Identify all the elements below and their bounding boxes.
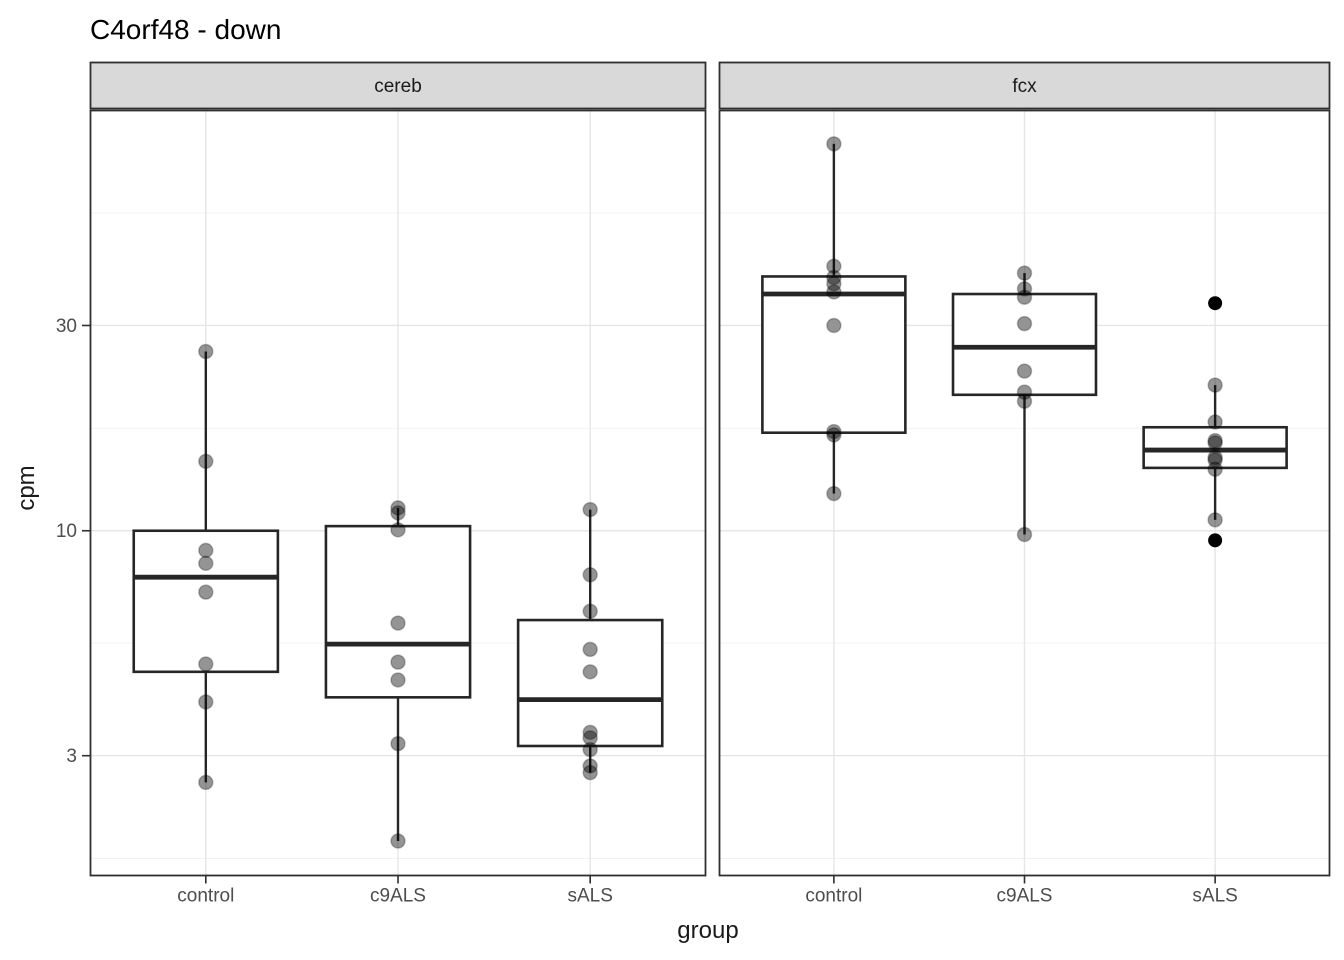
plot-title: C4orf48 - down	[90, 14, 281, 45]
jitter-point	[582, 741, 598, 758]
y-tick-label: 30	[56, 316, 77, 337]
box	[1142, 425, 1288, 470]
jitter-point	[826, 136, 842, 152]
jitter-point	[826, 276, 842, 292]
jitter-point	[1016, 526, 1033, 543]
jitter-point	[582, 730, 598, 746]
x-tick-label: control	[805, 886, 862, 907]
box	[951, 292, 1098, 397]
jitter-point	[390, 500, 406, 516]
box	[132, 529, 280, 674]
facet-panel: fcx control c9ALS sALS	[718, 61, 1331, 907]
jitter-point	[390, 654, 406, 670]
outlier-point	[1208, 533, 1223, 548]
jitter-point	[1207, 461, 1223, 477]
jitter-point	[1207, 435, 1223, 451]
jitter-point	[826, 485, 842, 502]
jitter-point	[582, 724, 598, 741]
jitter-point	[1016, 289, 1033, 305]
facet-strip-label: cereb	[374, 76, 422, 97]
jitter-point	[582, 603, 598, 619]
box	[761, 275, 907, 435]
facet-panel: cereb control c9ALS sALS	[89, 61, 707, 907]
box	[324, 524, 472, 699]
jitter-point	[1207, 432, 1223, 449]
y-axis-title: cpm	[13, 465, 40, 510]
jitter-point	[1207, 512, 1223, 528]
jitter-point	[582, 641, 598, 658]
jitter-point	[198, 774, 214, 791]
jitter-point	[390, 505, 406, 521]
y-tick-label: 3	[66, 746, 77, 767]
jitter-point	[390, 735, 406, 752]
jitter-point	[198, 656, 214, 672]
jitter-point	[198, 453, 214, 470]
x-tick-label: control	[177, 886, 234, 907]
x-tick-label: sALS	[1192, 886, 1237, 907]
jitter-point	[1207, 452, 1223, 468]
outlier-point	[1208, 296, 1223, 311]
jitter-point	[826, 427, 842, 443]
facet-panels: cereb control c9ALS sALS fcx control c9ALS sALS…	[56, 61, 1331, 907]
jitter-point	[390, 615, 406, 631]
jitter-point	[390, 833, 406, 849]
facet-strip	[718, 61, 1331, 110]
jitter-point	[198, 555, 214, 572]
jitter-point	[1207, 449, 1223, 466]
jitter-point	[826, 258, 842, 274]
jitter-point	[1016, 281, 1033, 297]
jitter-point	[1016, 393, 1033, 409]
facet-strip	[89, 61, 707, 110]
jitter-point	[1016, 265, 1033, 281]
jitter-point	[826, 423, 842, 440]
jitter-point	[826, 317, 842, 334]
y-axis: 30 10 3	[56, 316, 91, 767]
jitter-point	[390, 522, 406, 538]
y-tick-label: 10	[56, 521, 77, 542]
facet-strip-label: fcx	[1012, 76, 1037, 97]
jitter-point	[1207, 414, 1223, 430]
x-axis-title: group	[677, 917, 738, 944]
jitter-point	[826, 284, 842, 300]
jitter-point	[1016, 363, 1033, 379]
jitter-point	[826, 269, 842, 286]
jitter-point	[1016, 384, 1033, 400]
jitter-point	[1207, 377, 1223, 393]
jitter-point	[582, 664, 598, 680]
x-tick-label: c9ALS	[997, 886, 1053, 907]
x-tick-label: sALS	[567, 886, 612, 907]
jitter-point	[582, 764, 598, 781]
jitter-point	[582, 758, 598, 774]
x-tick-label: c9ALS	[370, 886, 426, 907]
jitter-point	[390, 672, 406, 688]
box	[516, 618, 664, 748]
jitter-point	[582, 501, 598, 518]
jitter-point	[198, 694, 214, 710]
jitter-point	[198, 542, 214, 559]
jitter-point	[582, 567, 598, 583]
jitter-point	[1016, 315, 1033, 332]
jitter-point	[198, 584, 214, 600]
jitter-point	[198, 343, 214, 360]
